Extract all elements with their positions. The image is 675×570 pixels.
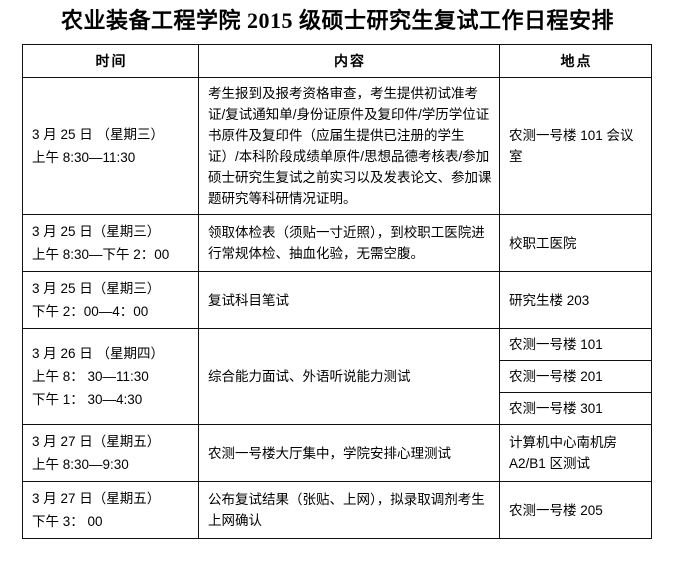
time-line: 上午 8:30—9:30 [32,457,129,472]
place-cell: 农测一号楼 205 [499,481,652,539]
time-cell-text: 3 月 25 日 （星期三） 上午 8:30—11:30 [23,118,198,174]
time-cell: 3 月 25 日 （星期三） 上午 8:30—11:30 [22,77,199,215]
place-cell: 计算机中心南机房 A2/B1 区测试 [499,424,652,482]
place-cell: 农测一号楼 101 会议室 [499,77,652,215]
place-cell: 农测一号楼 101 [499,328,652,361]
content-cell: 农测一号楼大厅集中，学院安排心理测试 [198,424,500,482]
place-line: A2/B1 区测试 [509,456,591,471]
table-row: 3 月 25 日 （星期三） 上午 8:30—11:30 考生报到及报考资格审查… [22,77,652,215]
time-cell-text: 3 月 27 日（星期五） 上午 8:30—9:30 [23,425,198,481]
column-header-content-label: 内容 [334,53,366,69]
content-cell: 领取体检表（须贴一寸近照），到校职工医院进行常规体检、抽血化验，无需空腹。 [198,214,500,272]
place-cell: 农测一号楼 201 [499,360,652,393]
place-cell: 校职工医院 [499,214,652,272]
time-cell-text: 3 月 26 日 （星期四） 上午 8： 30—11:30 下午 1： 30—4… [23,337,198,416]
time-line: 上午 8:30—下午 2：00 [32,247,170,262]
place-cell-text: 农测一号楼 101 会议室 [509,128,634,164]
time-cell: 3 月 27 日（星期五） 下午 3： 00 [22,481,199,539]
time-cell-text: 3 月 25 日（星期三） 上午 8:30—下午 2：00 [23,215,198,271]
time-line: 3 月 25 日 （星期三） [32,127,165,142]
place-cell-text: 研究生楼 203 [509,292,590,308]
content-cell: 复试科目笔试 [198,271,500,329]
time-cell-text: 3 月 27 日（星期五） 下午 3： 00 [23,482,198,538]
time-line: 上午 8： 30—11:30 [32,369,149,384]
table-row: 3 月 27 日（星期五） 下午 3： 00 公布复试结果（张贴、上网），拟录取… [22,481,652,539]
table-body: 3 月 25 日 （星期三） 上午 8:30—11:30 考生报到及报考资格审查… [22,77,652,539]
table-row: 3 月 26 日 （星期四） 上午 8： 30—11:30 下午 1： 30—4… [22,328,652,425]
content-cell-text: 复试科目笔试 [208,292,289,308]
content-cell-text: 考生报到及报考资格审查，考生提供初试准考证/复试通知单/身份证原件及复印件/学历… [208,86,492,206]
place-cell: 研究生楼 203 [499,271,652,329]
table-row: 农测一号楼 301 [23,392,652,425]
content-cell-text: 公布复试结果（张贴、上网），拟录取调剂考生上网确认 [208,492,485,528]
time-cell: 3 月 26 日 （星期四） 上午 8： 30—11:30 下午 1： 30—4… [22,328,199,425]
place-cell-text: 校职工医院 [509,235,577,251]
place-cell-text: 农测一号楼 205 [509,502,603,518]
place-cell-text: 农测一号楼 101 [509,337,603,352]
time-cell: 3 月 25 日（星期三） 上午 8:30—下午 2：00 [22,214,199,272]
content-cell-text: 农测一号楼大厅集中，学院安排心理测试 [208,445,451,461]
time-line: 3 月 25 日（星期三） [32,224,161,239]
time-line: 下午 1： 30—4:30 [32,392,143,407]
page-title: 农业装备工程学院 2015 级硕士研究生复试工作日程安排 [60,8,614,33]
table-row: 3 月 25 日（星期三） 下午 2：00—4：00 复试科目笔试 研究生楼 2… [22,271,652,329]
time-cell: 3 月 27 日（星期五） 上午 8:30—9:30 [22,424,199,482]
schedule-table: 时间 内容 地点 3 月 25 日 （星期三） 上午 8:30—11:30 [22,44,652,539]
place-cell-text: 农测一号楼 301 [509,401,603,416]
time-line: 3 月 25 日（星期三） [32,281,161,296]
time-cell-text: 3 月 25 日（星期三） 下午 2：00—4：00 [23,272,198,328]
table-row: 3 月 27 日（星期五） 上午 8:30—9:30 农测一号楼大厅集中，学院安… [22,424,652,482]
column-header-time: 时间 [22,44,199,78]
column-header-place: 地点 [499,44,652,78]
content-cell: 考生报到及报考资格审查，考生提供初试准考证/复试通知单/身份证原件及复印件/学历… [198,77,500,215]
content-cell-text: 综合能力面试、外语听说能力测试 [208,369,411,384]
time-line: 下午 2：00—4：00 [32,304,149,319]
place-line: 计算机中心南机房 [509,435,617,450]
column-header-time-label: 时间 [95,53,128,69]
place-cell: 农测一号楼 301 [499,392,652,425]
column-header-content: 内容 [198,44,500,78]
content-cell: 综合能力面试、外语听说能力测试 [198,328,500,425]
table-header: 时间 内容 地点 [22,44,652,78]
time-line: 下午 3： 00 [32,514,103,529]
time-line: 3 月 27 日（星期五） [32,434,161,449]
time-cell: 3 月 25 日（星期三） 下午 2：00—4：00 [22,271,199,329]
place-cell-text: 计算机中心南机房 A2/B1 区测试 [500,427,651,479]
column-header-place-label: 地点 [560,53,593,69]
place-cell-text: 农测一号楼 201 [509,369,603,384]
table-row: 3 月 25 日（星期三） 上午 8:30—下午 2：00 领取体检表（须贴一寸… [22,214,652,272]
table-header-row: 时间 内容 地点 [22,44,652,78]
content-cell: 公布复试结果（张贴、上网），拟录取调剂考生上网确认 [198,481,500,539]
content-cell-text: 领取体检表（须贴一寸近照），到校职工医院进行常规体检、抽血化验，无需空腹。 [208,225,485,261]
time-line: 3 月 27 日（星期五） [32,491,161,506]
time-line: 上午 8:30—11:30 [32,150,136,165]
table-row: 农测一号楼 201 [23,360,652,393]
time-line: 3 月 26 日 （星期四） [32,346,165,361]
